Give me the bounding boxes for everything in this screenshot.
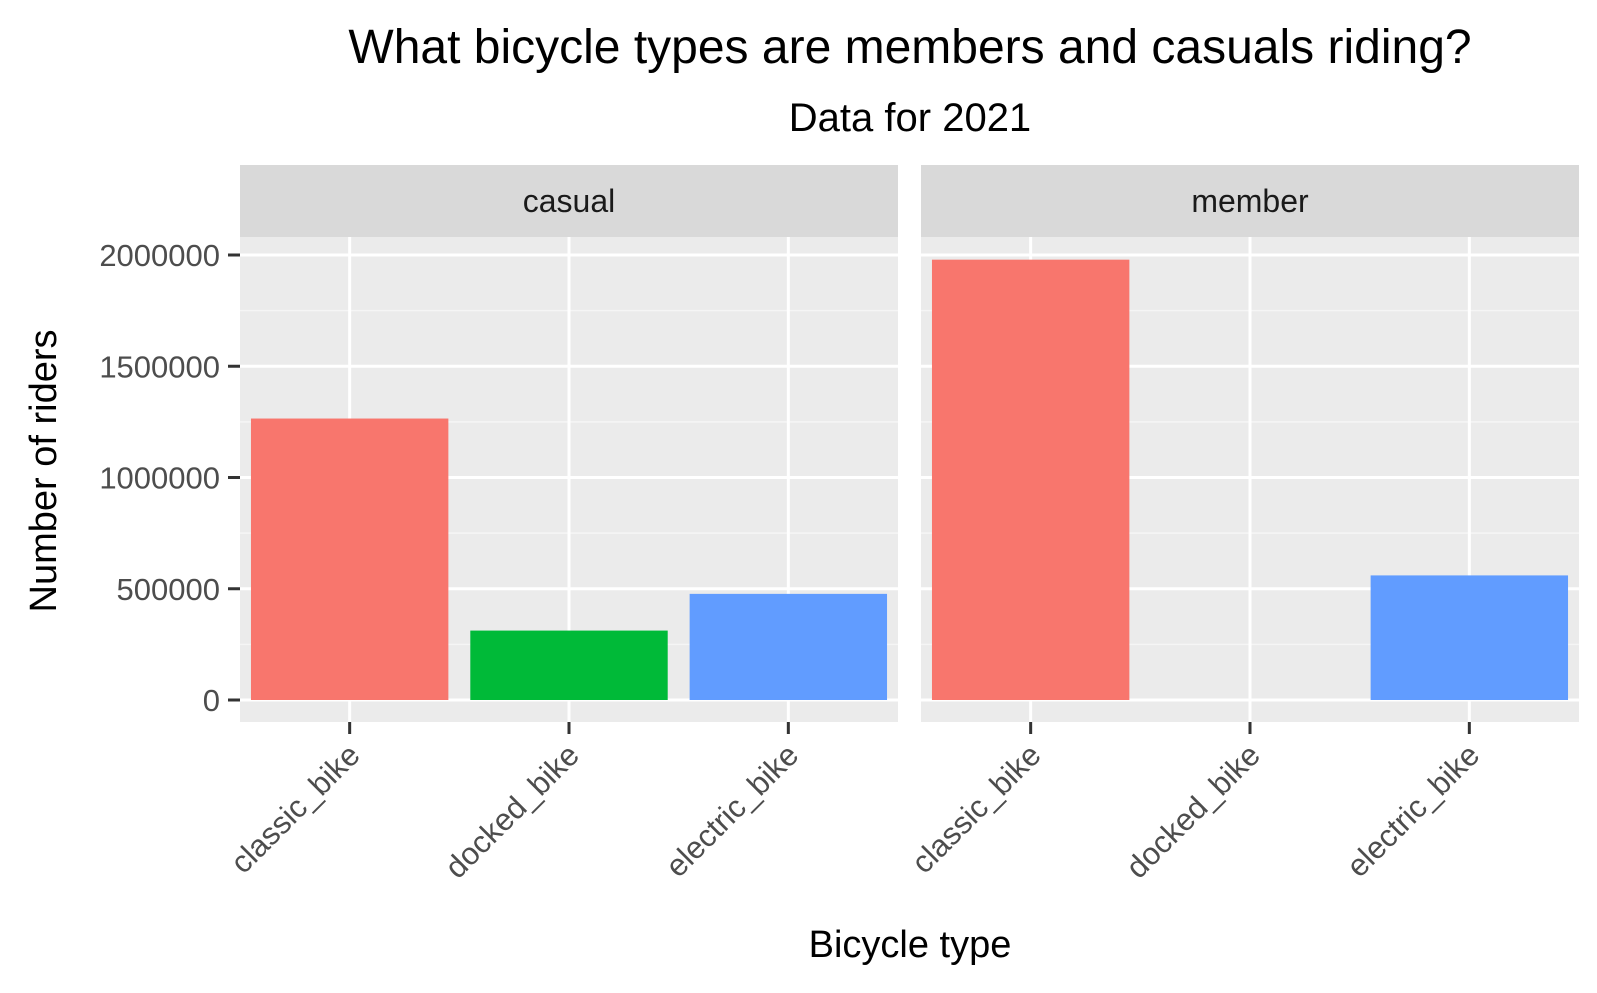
y-tick-label: 2000000 — [99, 238, 220, 273]
facet-panel-member: member classic_bike docked_bike electric_bi… — [905, 165, 1579, 885]
x-tick-label: docked_bike — [438, 737, 586, 885]
facet-strip — [240, 165, 898, 237]
x-tick-label: classic_bike — [905, 737, 1048, 880]
chart-subtitle: Data for 2021 — [789, 96, 1031, 140]
y-axis-label: Number of riders — [23, 330, 65, 613]
bar-member-electric_bike — [1370, 575, 1569, 700]
facet-panels: casual classic_bike docked_bike electric_bi… — [224, 165, 1579, 885]
y-axis: 0 500000 1000000 1500000 2000000 — [99, 238, 240, 718]
facet-strip-label: member — [1191, 183, 1309, 219]
bar-member-classic_bike — [931, 259, 1130, 700]
x-axis-label: Bicycle type — [809, 924, 1012, 966]
y-tick-label: 500000 — [117, 572, 220, 607]
y-tick-label: 0 — [203, 683, 220, 718]
facet-strip — [921, 165, 1579, 237]
bar-casual-classic_bike — [250, 418, 449, 700]
y-tick-label: 1500000 — [99, 349, 220, 384]
bar-casual-docked_bike — [470, 630, 668, 700]
y-tick-label: 1000000 — [99, 461, 220, 496]
chart-title: What bicycle types are members and casua… — [348, 21, 1471, 74]
facet-strip-label: casual — [523, 183, 616, 219]
x-tick-label: docked_bike — [1119, 737, 1267, 885]
x-tick-label: electric_bike — [659, 737, 806, 884]
x-tick-label: electric_bike — [1340, 737, 1487, 884]
bar-casual-electric_bike — [689, 593, 888, 700]
facet-panel-casual: casual classic_bike docked_bike electric_bi… — [224, 165, 898, 885]
x-tick-label: classic_bike — [224, 737, 367, 880]
